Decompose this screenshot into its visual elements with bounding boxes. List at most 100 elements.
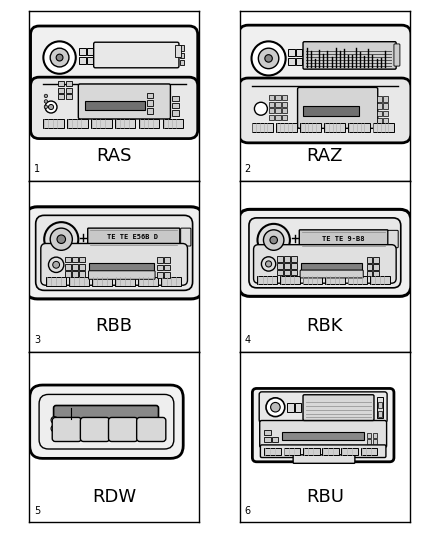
Bar <box>89 263 154 271</box>
Text: 3: 3 <box>34 335 40 345</box>
Bar <box>366 257 371 263</box>
Bar <box>283 270 289 276</box>
Bar <box>366 271 371 277</box>
Bar <box>275 95 280 100</box>
Bar <box>65 94 72 99</box>
Bar <box>46 277 66 286</box>
Bar <box>281 102 286 107</box>
Bar <box>287 403 293 413</box>
Bar <box>323 123 345 132</box>
Bar <box>373 257 378 263</box>
Bar <box>156 272 162 278</box>
Bar <box>146 108 152 114</box>
FancyBboxPatch shape <box>80 417 110 441</box>
Bar <box>324 276 344 284</box>
Bar <box>69 277 89 286</box>
Circle shape <box>261 257 275 271</box>
FancyBboxPatch shape <box>253 245 395 283</box>
Circle shape <box>48 104 53 110</box>
Bar <box>290 256 296 262</box>
Bar <box>79 264 85 270</box>
FancyBboxPatch shape <box>31 26 197 91</box>
Bar <box>64 264 71 270</box>
Bar <box>373 264 378 270</box>
Bar <box>43 119 64 128</box>
FancyBboxPatch shape <box>238 78 410 143</box>
Bar <box>302 448 319 455</box>
Bar <box>180 60 183 65</box>
Circle shape <box>48 257 64 272</box>
Circle shape <box>258 48 278 69</box>
Bar <box>275 102 280 107</box>
Circle shape <box>264 55 272 62</box>
Circle shape <box>44 105 47 109</box>
Bar <box>79 57 85 64</box>
Text: 2: 2 <box>244 164 251 174</box>
Circle shape <box>269 236 277 244</box>
Circle shape <box>265 261 271 267</box>
Bar <box>58 94 64 99</box>
Bar <box>91 119 111 128</box>
Text: TE TE E56B D: TE TE E56B D <box>107 234 158 240</box>
FancyBboxPatch shape <box>302 395 373 421</box>
Bar <box>115 277 135 286</box>
Bar <box>283 256 289 262</box>
FancyBboxPatch shape <box>88 228 180 247</box>
Bar <box>287 49 294 56</box>
Bar <box>180 45 183 51</box>
Circle shape <box>51 425 58 432</box>
FancyBboxPatch shape <box>300 270 362 278</box>
Bar <box>72 256 78 262</box>
Bar <box>341 448 357 455</box>
FancyBboxPatch shape <box>88 271 155 279</box>
Bar <box>65 81 72 86</box>
FancyBboxPatch shape <box>25 207 202 299</box>
Text: +: + <box>179 238 185 244</box>
FancyBboxPatch shape <box>238 25 410 93</box>
Bar <box>79 271 85 277</box>
Circle shape <box>43 42 76 74</box>
FancyBboxPatch shape <box>30 385 183 458</box>
Circle shape <box>257 224 289 256</box>
Circle shape <box>270 402 279 412</box>
FancyBboxPatch shape <box>248 218 400 288</box>
FancyBboxPatch shape <box>238 209 410 296</box>
FancyBboxPatch shape <box>260 445 385 457</box>
Bar <box>348 123 369 132</box>
FancyBboxPatch shape <box>297 87 377 128</box>
FancyBboxPatch shape <box>299 230 387 248</box>
Bar <box>276 256 282 262</box>
Bar <box>290 263 296 269</box>
Bar <box>162 119 183 128</box>
Bar <box>372 433 377 438</box>
Bar <box>79 48 85 55</box>
Text: 1: 1 <box>34 164 40 174</box>
Circle shape <box>45 101 57 113</box>
Bar <box>268 95 273 100</box>
Bar <box>376 118 381 123</box>
Bar <box>64 256 71 262</box>
Bar <box>257 276 276 284</box>
Text: RBB: RBB <box>95 317 132 335</box>
Bar <box>281 115 286 120</box>
Bar <box>275 123 297 132</box>
Bar <box>138 277 158 286</box>
Bar <box>87 57 93 64</box>
Bar <box>283 263 289 269</box>
Bar <box>382 111 387 116</box>
FancyBboxPatch shape <box>93 42 179 68</box>
Bar <box>163 272 170 278</box>
Bar <box>373 271 378 277</box>
Bar <box>366 439 371 443</box>
Bar <box>172 110 178 116</box>
Bar <box>366 433 371 438</box>
Bar <box>272 437 278 442</box>
Bar <box>302 106 358 116</box>
Bar <box>174 45 180 56</box>
Bar <box>376 96 381 102</box>
Bar <box>376 397 382 418</box>
Bar <box>180 53 183 58</box>
Bar <box>58 81 64 86</box>
Bar <box>290 270 296 276</box>
Bar <box>264 430 270 435</box>
